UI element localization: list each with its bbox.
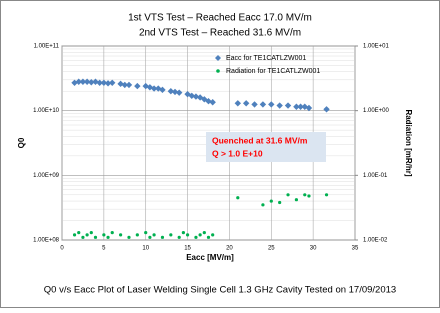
point [269,199,273,203]
y-tick-label: 1.00E+08 [33,238,60,244]
point [196,94,204,101]
point [125,81,133,89]
point [323,106,330,113]
y2-tick-label: 1.00E-01 [363,173,388,179]
point [169,233,173,237]
point [286,193,290,197]
point [79,78,87,85]
y-tick-label: 1.00E+10 [33,108,60,114]
point [251,101,258,108]
y2-tick-label: 1.00E+00 [363,108,390,114]
x-axis-label: Eacc [MV/m] [186,253,234,262]
point [202,231,206,235]
point [176,89,183,96]
point [134,82,141,90]
point [278,200,282,205]
point [150,85,158,92]
point [305,104,313,112]
point [293,103,300,110]
point [89,231,93,235]
chart-title: 1st VTS Test – Reached Eacc 17.0 MV/m [128,13,312,24]
y2-axis-label: Radiation [mR/hr] [404,109,413,176]
legend-label: Eacc for TE1CATLZW001 [226,55,306,62]
x-tick-label: 10 [142,246,149,252]
chart-subtitle: 2nd VTS Test – Reached 31.6 MV/m [139,28,301,39]
legend-label: Radiation for TE1CATLZW001 [226,68,320,75]
point [77,231,81,235]
point [148,235,152,239]
y2-tick-label: 1.00E-02 [363,238,388,244]
point [96,79,103,86]
point [206,235,211,239]
y-tick-label: 1.00E+09 [33,173,60,179]
point [307,194,311,198]
caption: Q0 v/s Eacc Plot of Laser Welding Single… [44,285,396,296]
point [109,79,116,86]
point [242,100,250,107]
point [209,99,216,106]
point [205,98,212,105]
point [152,233,156,237]
y-tick-label: 1.00E+11 [34,44,60,50]
point [104,80,112,87]
x-tick-label: 35 [352,246,359,252]
point [100,79,108,86]
point [294,198,298,202]
point [144,231,148,235]
point [160,235,165,239]
legend-marker [215,55,221,61]
point [234,100,241,107]
point [284,102,292,109]
point [159,86,166,94]
point [110,231,114,235]
point [75,78,82,85]
point [177,235,181,239]
legend-marker [216,69,220,73]
point [268,101,275,108]
point [155,85,162,92]
annotation: Quenched at 31.6 MV/m [212,135,308,145]
annotation: Q > 1.0 E+10 [212,148,263,158]
point [297,103,304,110]
x-tick-label: 0 [60,246,64,252]
point [88,79,95,86]
x-tick-label: 20 [226,246,233,252]
point [71,79,78,86]
point [72,233,77,237]
point [167,88,175,95]
point [324,193,329,197]
point [117,80,124,88]
y-axis-label: Q0 [17,137,26,148]
x-tick-label: 15 [184,246,191,252]
point [303,193,307,197]
y2-tick-label: 1.00E+01 [363,44,390,50]
annotation-box [206,132,326,162]
point [194,235,198,239]
point [119,233,123,237]
point [121,81,128,89]
point [93,235,98,239]
point [259,101,267,108]
point [211,233,215,237]
x-tick-label: 5 [102,246,106,252]
point [102,233,106,237]
point [181,231,185,235]
point [198,233,202,237]
point [85,233,89,237]
point [188,92,195,99]
point [192,93,200,100]
point [261,203,265,207]
point [171,88,179,96]
x-tick-label: 25 [268,246,275,252]
point [83,78,91,85]
point [236,196,240,200]
point [185,233,190,237]
point [127,235,131,239]
point [276,102,283,109]
point [135,233,139,237]
point [81,235,85,239]
point [106,235,110,239]
x-tick-label: 30 [310,246,317,252]
